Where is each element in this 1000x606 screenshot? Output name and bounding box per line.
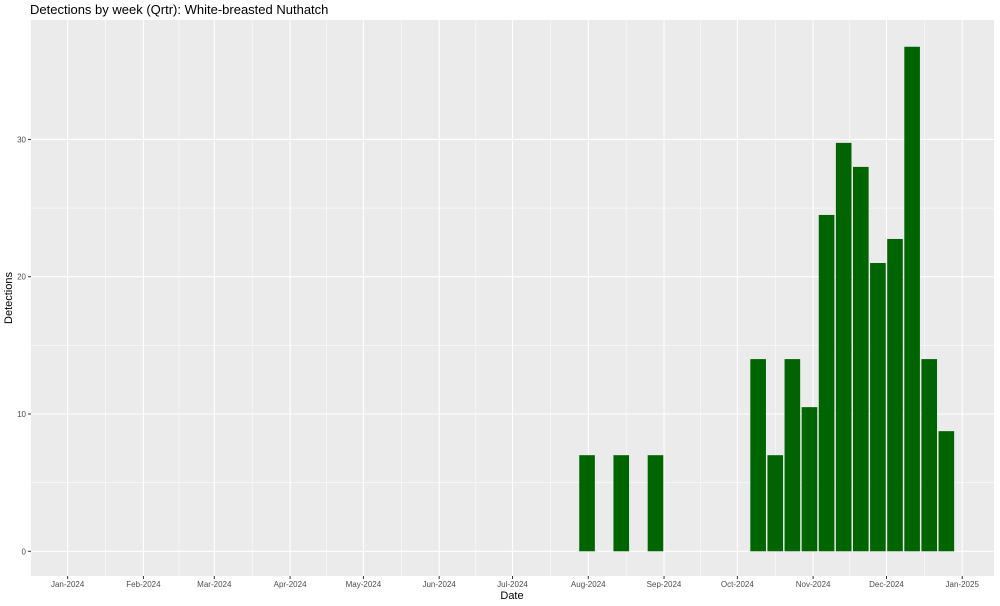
y-axis-title: Detections bbox=[3, 272, 15, 324]
bar bbox=[870, 262, 886, 552]
y-tick-label: 10 bbox=[17, 410, 26, 419]
x-tick-label: Feb-2024 bbox=[126, 580, 161, 589]
bar bbox=[579, 455, 595, 552]
x-tick-label: Sep-2024 bbox=[647, 580, 682, 589]
bar bbox=[904, 46, 920, 552]
bar bbox=[921, 359, 938, 552]
bar bbox=[750, 359, 766, 552]
x-axis-title: Date bbox=[500, 590, 523, 602]
bar bbox=[818, 214, 835, 552]
x-tick-label: Jan-2025 bbox=[946, 580, 980, 589]
y-axis: 0 10 20 30 bbox=[17, 135, 31, 556]
y-tick-label: 0 bbox=[22, 547, 27, 556]
bar bbox=[784, 359, 801, 552]
bar bbox=[801, 407, 818, 552]
y-tick-label: 30 bbox=[17, 135, 26, 144]
bar bbox=[938, 431, 955, 552]
x-tick-label: Jun-2024 bbox=[422, 580, 456, 589]
bar bbox=[767, 455, 784, 552]
bar bbox=[887, 238, 903, 552]
x-tick-label: Mar-2024 bbox=[197, 580, 232, 589]
x-tick-label: Jan-2024 bbox=[51, 580, 85, 589]
bar-series bbox=[579, 46, 955, 552]
chart-title: Detections by week (Qrtr): White-breaste… bbox=[30, 2, 328, 17]
x-tick-label: Dec-2024 bbox=[869, 580, 904, 589]
x-tick-label: Jul-2024 bbox=[497, 580, 528, 589]
x-tick-label: May-2024 bbox=[346, 580, 382, 589]
bar bbox=[835, 142, 852, 552]
x-tick-label: Oct-2024 bbox=[721, 580, 754, 589]
bar bbox=[613, 455, 630, 552]
x-tick-label: Nov-2024 bbox=[796, 580, 831, 589]
y-tick-label: 20 bbox=[17, 273, 26, 282]
x-tick-label: Apr-2024 bbox=[274, 580, 307, 589]
bar bbox=[852, 166, 869, 552]
bar bbox=[647, 455, 664, 552]
x-axis: Jan-2024 Feb-2024 Mar-2024 Apr-2024 May-2024… bbox=[51, 576, 979, 589]
x-tick-label: Aug-2024 bbox=[571, 580, 606, 589]
